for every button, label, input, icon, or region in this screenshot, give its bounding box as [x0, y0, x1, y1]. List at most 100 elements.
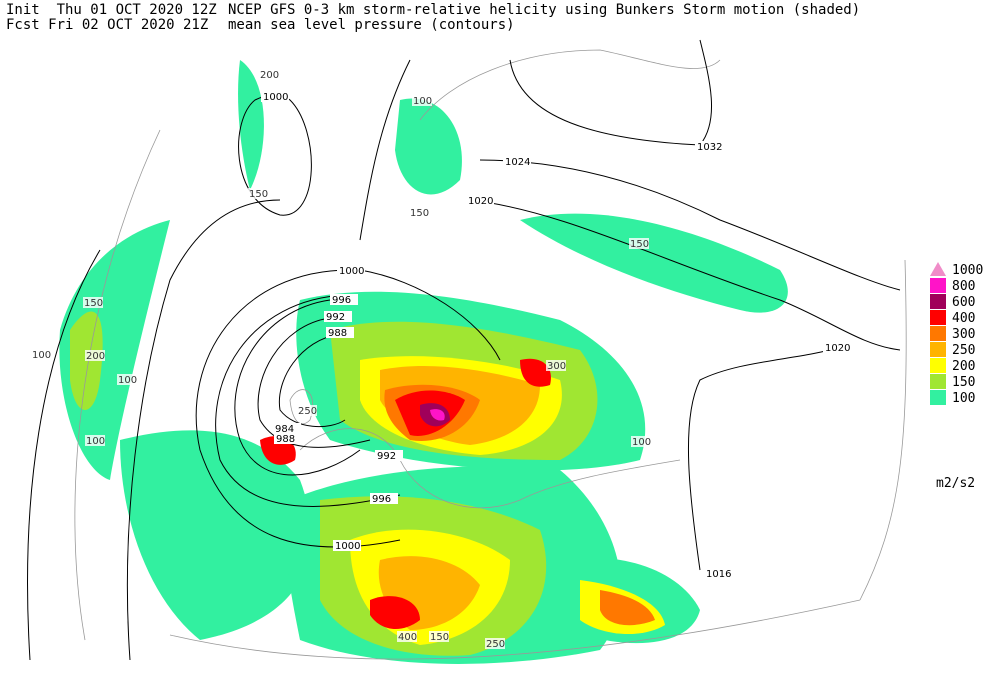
legend-label: 200: [952, 359, 975, 374]
legend-swatch: [930, 262, 946, 276]
legend-swatch: [930, 374, 946, 389]
helicity-area: [238, 60, 264, 190]
contour-label-bg: [326, 327, 354, 338]
legend-swatch: [930, 278, 946, 293]
legend-swatch: [930, 390, 946, 405]
legend-label: 250: [952, 343, 975, 358]
legend-swatch: [930, 342, 946, 357]
contour-label: 992: [326, 312, 345, 323]
legend-swatch: [930, 310, 946, 325]
contour-label: 1020: [468, 196, 493, 207]
init-time: Init Thu 01 OCT 2020 12Z: [6, 2, 217, 18]
contour-label-bg: [823, 342, 851, 353]
shading-label-bg: [85, 435, 105, 446]
contour-label: 984: [275, 424, 294, 435]
shading-label-bg: [117, 374, 137, 385]
pressure-contours: [27, 39, 901, 661]
shading-label: 150: [84, 298, 103, 309]
shading-label-bg: [83, 297, 103, 308]
contour-label-bg: [375, 450, 403, 461]
contour-label-bg: [370, 493, 398, 504]
contour-label-bg: [274, 433, 302, 444]
contour-label-bg: [695, 141, 723, 152]
contour-label: 1000: [335, 541, 360, 552]
legend-label: 150: [952, 375, 975, 390]
shading-label: 400: [398, 632, 417, 643]
contour-label: 996: [332, 295, 351, 306]
contour-label-bg: [503, 156, 531, 167]
legend-label: 1000: [952, 263, 983, 278]
shading-label-bg: [631, 436, 651, 447]
contour-label: 996: [372, 494, 391, 505]
shading-label: 300: [547, 361, 566, 372]
shading-label: 250: [486, 639, 505, 650]
contour-label-bg: [704, 568, 732, 579]
helicity-area: [520, 358, 551, 387]
legend-label: 800: [952, 279, 975, 294]
contour-label: 1032: [697, 142, 722, 153]
contour-label-bg: [333, 540, 361, 551]
map-title: NCEP GFS 0-3 km storm-relative helicity …: [228, 2, 860, 18]
shading-label-bg: [485, 638, 505, 649]
contour-label-bg: [330, 294, 358, 305]
contour-label-bg: [337, 265, 365, 276]
shading-label-bg: [297, 405, 317, 416]
contour-label: 992: [377, 451, 396, 462]
legend-swatch: [930, 358, 946, 373]
legend-units: m2/s2: [936, 476, 975, 491]
legend-label: 600: [952, 295, 975, 310]
contour-label: 1020: [825, 343, 850, 354]
shading-label: 200: [260, 70, 279, 81]
contour-label-bg: [273, 423, 301, 434]
helicity-area: [59, 220, 170, 480]
shading-label: 150: [430, 632, 449, 643]
shading-label-bg: [412, 95, 432, 106]
legend-label: 100: [952, 391, 975, 406]
shading-label-bg: [248, 188, 268, 199]
helicity-area: [600, 590, 655, 626]
legend-swatch: [930, 326, 946, 341]
coastlines: [74, 49, 907, 660]
shading-label: 150: [630, 239, 649, 250]
shading-label: 150: [249, 189, 268, 200]
shading-label: 100: [86, 436, 105, 447]
map-labels: 1000103210241020100099699298898498899299…: [31, 69, 851, 650]
contour-label-bg: [466, 195, 494, 206]
contour-label: 1016: [706, 569, 731, 580]
shading-label-bg: [259, 69, 279, 80]
contour-label: 988: [328, 328, 347, 339]
helicity-area: [520, 213, 788, 313]
helicity-area: [120, 430, 312, 640]
contour-label: 1024: [505, 157, 530, 168]
shading-label-bg: [409, 207, 429, 218]
legend-label: 400: [952, 311, 975, 326]
contour-label: 1000: [339, 266, 364, 277]
shading-label: 100: [118, 375, 137, 386]
shading-label: 200: [86, 351, 105, 362]
shading-label-bg: [85, 350, 105, 361]
contour-label-bg: [324, 311, 352, 322]
shading-label-bg: [31, 349, 51, 360]
helicity-shading: [59, 60, 788, 664]
shading-label: 100: [632, 437, 651, 448]
shading-label-bg: [546, 360, 566, 371]
legend-swatch: [930, 294, 946, 309]
contour-label-bg: [261, 91, 289, 102]
contour-label: 988: [276, 434, 295, 445]
shading-label: 100: [413, 96, 432, 107]
helicity-area: [370, 596, 420, 630]
shading-label-bg: [429, 631, 449, 642]
forecast-time: Fcst Fri 02 OCT 2020 21Z: [6, 17, 208, 33]
helicity-area: [395, 98, 462, 195]
helicity-area: [430, 409, 445, 421]
shading-label-bg: [397, 631, 417, 642]
shading-label: 100: [32, 350, 51, 361]
contour-label: 1000: [263, 92, 288, 103]
map-subtitle: mean sea level pressure (contours): [228, 17, 515, 33]
legend-label: 300: [952, 327, 975, 342]
shading-label: 250: [298, 406, 317, 417]
shading-label: 150: [410, 208, 429, 219]
shading-label-bg: [629, 238, 649, 249]
